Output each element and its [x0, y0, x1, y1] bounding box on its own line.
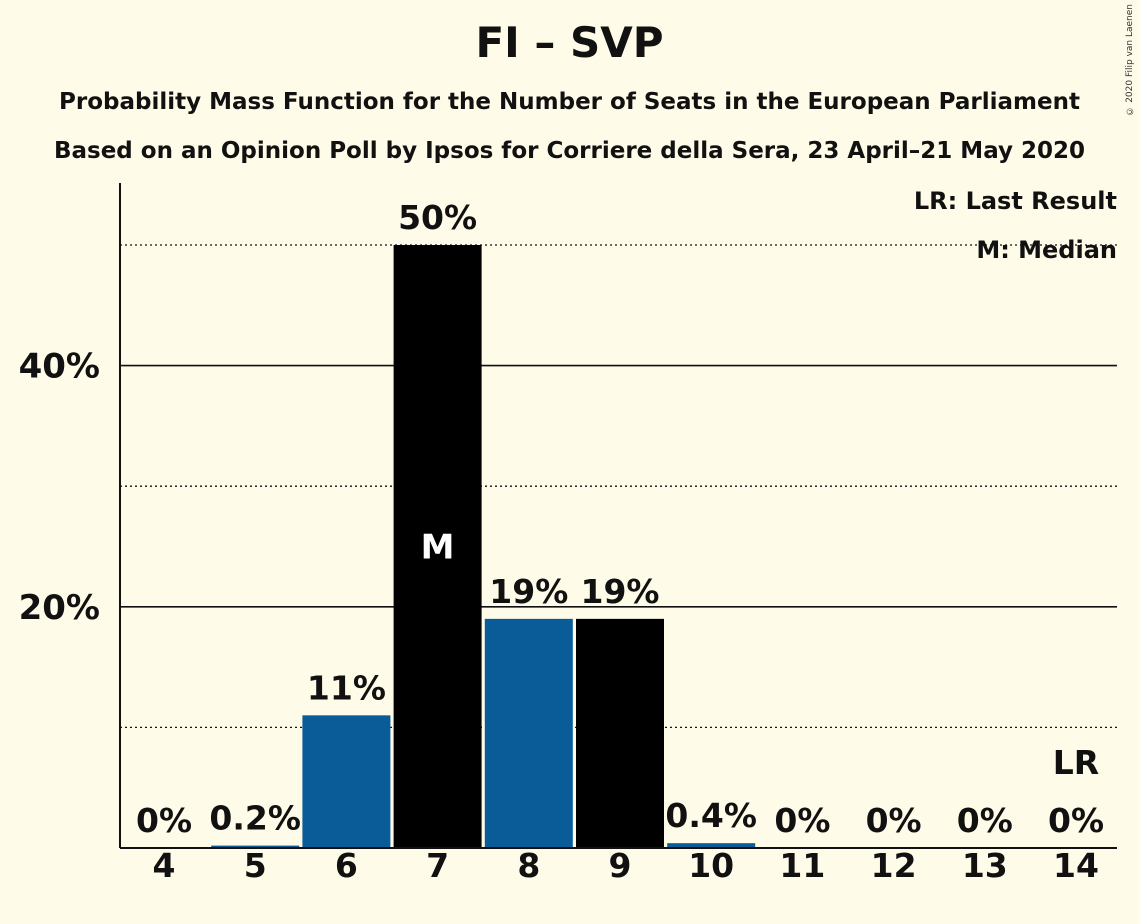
chart-title: FI – SVP	[475, 18, 664, 67]
x-tick-label-7: 7	[426, 846, 449, 885]
data-label-seats-10: 0.4%	[665, 796, 757, 835]
bar-seats-7	[393, 245, 482, 848]
x-tick-label-14: 14	[1053, 846, 1099, 885]
legend-median: M: Median	[976, 236, 1117, 264]
chart-subtitle: Probability Mass Function for the Number…	[59, 89, 1080, 115]
data-label-seats-11: 0%	[774, 801, 830, 840]
bar-seats-10	[667, 843, 756, 848]
legend-last-result: LR: Last Result	[914, 187, 1117, 215]
data-label-seats-14: 0%	[1048, 801, 1104, 840]
gridlines	[120, 244, 1117, 729]
bars	[211, 245, 756, 848]
last-result-marker: LR	[1053, 743, 1099, 782]
chart-source: Based on an Opinion Poll by Ipsos for Co…	[53, 138, 1086, 164]
y-tick-label: 40%	[19, 347, 100, 387]
x-tick-label-11: 11	[779, 846, 825, 885]
data-label-seats-7: 50%	[398, 198, 477, 237]
x-tick-label-13: 13	[962, 846, 1008, 885]
data-label-seats-5: 0.2%	[209, 799, 301, 838]
x-tick-label-5: 5	[244, 846, 267, 885]
data-label-seats-4: 0%	[136, 801, 192, 840]
data-labels: 0% 0.2% 11% 50% M 19% 19% 0.4% 0% 0% 0% 0% LR	[136, 198, 1104, 840]
bar-seats-5	[211, 845, 300, 848]
data-label-seats-8: 19%	[489, 572, 568, 611]
data-label-seats-12: 0%	[866, 801, 922, 840]
x-tick-label-12: 12	[871, 846, 917, 885]
bar-seats-9	[576, 618, 664, 848]
bar-seats-6	[302, 715, 391, 848]
data-label-seats-13: 0%	[957, 801, 1013, 840]
x-tick-label-9: 9	[609, 846, 632, 885]
x-tick-label-10: 10	[688, 846, 734, 885]
data-label-seats-6: 11%	[307, 668, 386, 707]
x-tick-label-4: 4	[153, 846, 176, 885]
bar-seats-8	[484, 618, 573, 848]
y-tick-label: 20%	[19, 588, 100, 628]
x-tick-label-8: 8	[517, 846, 540, 885]
axes: 20% 40% 4 5 6 7 8 9 10 11 12 13 14	[19, 183, 1117, 885]
x-tick-label-6: 6	[335, 846, 358, 885]
data-label-seats-9: 19%	[581, 572, 660, 611]
median-marker: M	[421, 528, 455, 568]
